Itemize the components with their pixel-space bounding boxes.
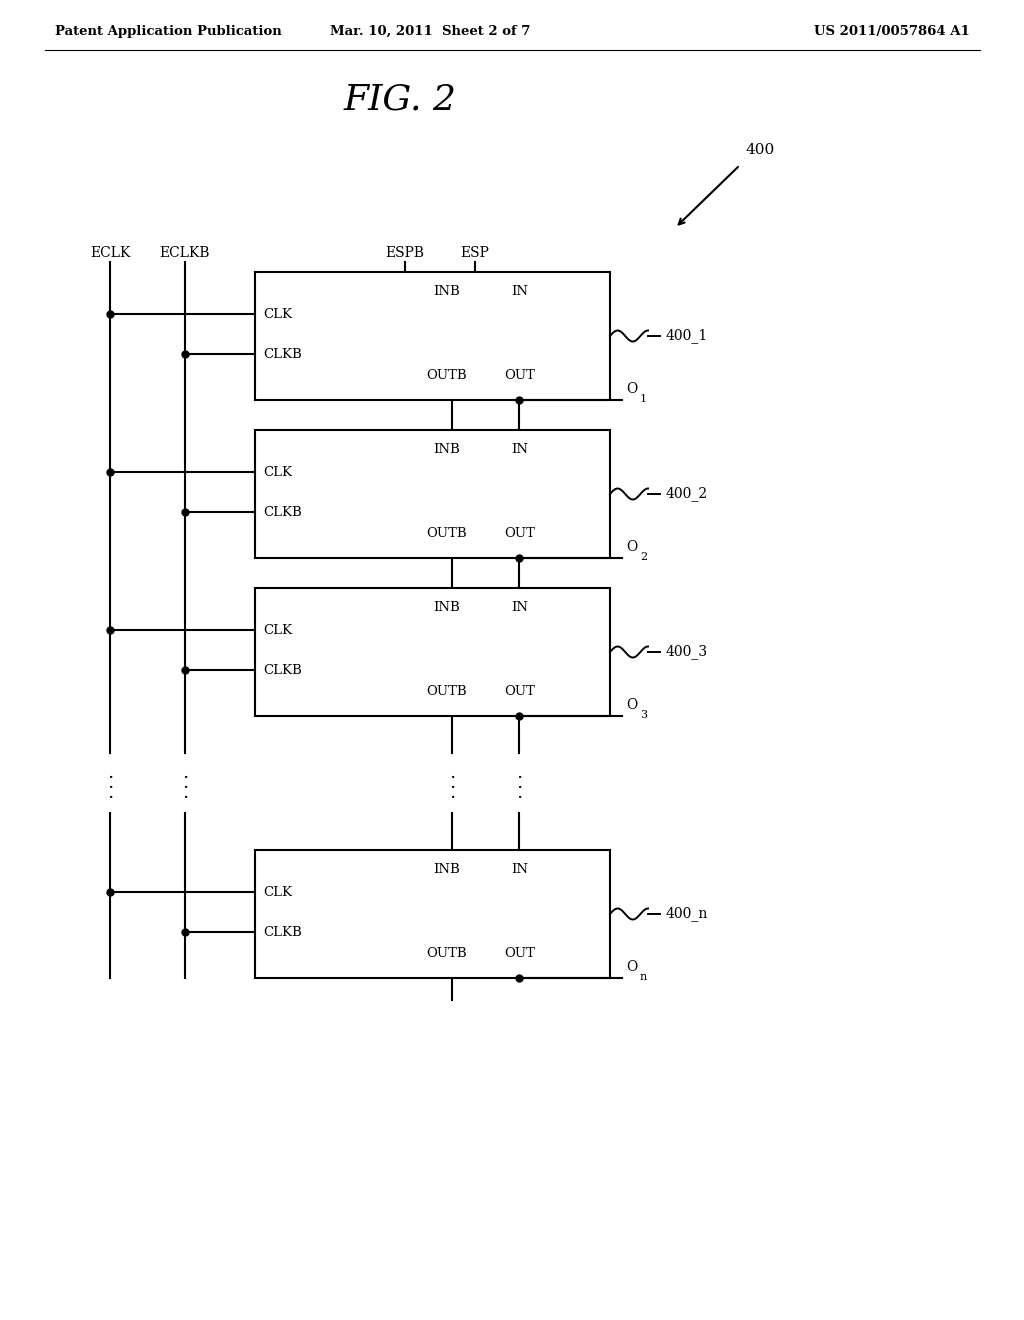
Text: OUT: OUT (504, 685, 535, 698)
Text: .: . (182, 784, 188, 803)
Bar (255, 272, 610, 400)
Text: CLKB: CLKB (263, 506, 302, 519)
Text: ESPB: ESPB (385, 246, 425, 260)
Text: CLK: CLK (263, 623, 292, 636)
Text: .: . (449, 784, 455, 803)
Text: .: . (516, 764, 522, 781)
Text: CLKB: CLKB (263, 925, 302, 939)
Text: .: . (516, 774, 522, 792)
Text: OUTB: OUTB (427, 370, 467, 381)
Text: IN: IN (511, 863, 528, 876)
Text: IN: IN (511, 444, 528, 455)
Text: .: . (106, 774, 113, 792)
Text: Patent Application Publication: Patent Application Publication (55, 25, 282, 38)
Text: 400_2: 400_2 (666, 487, 709, 502)
Text: OUTB: OUTB (427, 527, 467, 540)
Text: .: . (182, 764, 188, 781)
Text: .: . (106, 764, 113, 781)
Text: INB: INB (433, 863, 461, 876)
Text: US 2011/0057864 A1: US 2011/0057864 A1 (814, 25, 970, 38)
Text: CLKB: CLKB (263, 347, 302, 360)
Text: 400_n: 400_n (666, 907, 709, 921)
Text: 400_3: 400_3 (666, 644, 709, 660)
Bar (255, 850, 610, 978)
Bar (255, 587, 610, 715)
Text: .: . (516, 784, 522, 803)
Text: OUTB: OUTB (427, 685, 467, 698)
Text: INB: INB (433, 444, 461, 455)
Text: INB: INB (433, 601, 461, 614)
Text: 3: 3 (640, 710, 647, 719)
Text: 400: 400 (745, 143, 774, 157)
Text: ESP: ESP (461, 246, 489, 260)
Text: OUTB: OUTB (427, 946, 467, 960)
Text: 400_1: 400_1 (666, 329, 709, 343)
Text: OUT: OUT (504, 946, 535, 960)
Text: CLKB: CLKB (263, 664, 302, 676)
Text: .: . (449, 774, 455, 792)
Text: 1: 1 (640, 393, 647, 404)
Bar (255, 430, 610, 558)
Text: OUT: OUT (504, 370, 535, 381)
Text: .: . (106, 784, 113, 803)
Text: O: O (626, 540, 637, 554)
Text: .: . (449, 764, 455, 781)
Text: OUT: OUT (504, 527, 535, 540)
Text: O: O (626, 698, 637, 711)
Text: .: . (182, 774, 188, 792)
Text: FIG. 2: FIG. 2 (343, 82, 457, 116)
Text: 2: 2 (640, 552, 647, 562)
Text: Mar. 10, 2011  Sheet 2 of 7: Mar. 10, 2011 Sheet 2 of 7 (330, 25, 530, 38)
Text: ECLK: ECLK (90, 246, 130, 260)
Text: O: O (626, 960, 637, 974)
Text: IN: IN (511, 285, 528, 298)
Text: CLK: CLK (263, 466, 292, 479)
Text: CLK: CLK (263, 308, 292, 321)
Text: n: n (640, 972, 647, 982)
Text: O: O (626, 381, 637, 396)
Text: ECLKB: ECLKB (160, 246, 210, 260)
Text: CLK: CLK (263, 886, 292, 899)
Text: INB: INB (433, 285, 461, 298)
Text: IN: IN (511, 601, 528, 614)
